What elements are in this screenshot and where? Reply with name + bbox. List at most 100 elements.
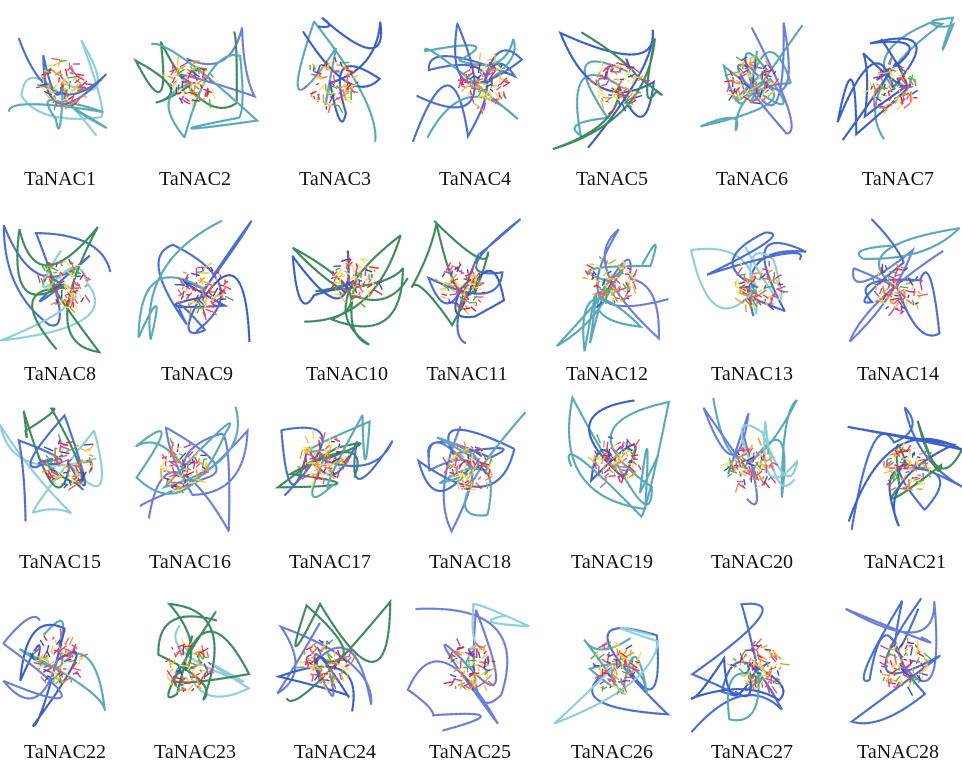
core-segment [626,453,627,457]
core-segment [478,299,481,302]
core-segment [453,656,456,657]
core-segment [479,662,484,663]
core-segment [500,74,501,82]
core-segment [904,103,910,108]
core-segment [314,96,315,99]
core-segment [226,287,231,290]
panel-label: TaNAC14 [857,363,939,385]
structure [1,225,110,352]
backbone-loop [136,408,238,494]
core-segment [908,687,913,696]
core-segment [56,680,59,684]
core-segment [605,473,609,477]
panel-label: TaNAC2 [159,168,231,190]
core-segment [631,93,633,96]
core-segment [49,268,50,273]
core-segment [56,640,57,644]
core-segment [478,649,482,651]
core-segment [736,484,739,493]
core-segment [496,69,504,70]
core-segment [915,303,919,305]
core-segment [612,661,619,662]
core-segment [881,666,886,667]
core-segment [191,273,199,275]
core-segment [905,645,907,649]
structure [553,30,662,149]
structure [136,28,257,138]
core-segment [600,665,601,675]
core-segment [60,629,61,638]
core-segment [897,106,901,109]
core-segment [863,90,870,92]
core-segment [490,89,493,91]
core-segment [884,461,885,466]
core-segment [328,62,329,68]
core-segment [456,475,460,476]
core-segment [61,446,69,449]
core-segment [896,269,903,270]
core-segment [769,270,772,272]
core-segment [880,656,886,658]
core-segment [69,637,73,645]
core-segment [768,280,772,282]
core-segment [898,667,900,669]
core-segment [587,265,594,269]
core-segment [216,80,219,81]
core-segment [487,483,488,489]
core-segment [480,53,481,60]
core-segment [183,272,186,273]
structure [701,23,802,134]
core-segment [758,438,761,446]
core-segment [760,270,764,272]
core-segment [184,445,191,448]
core-segment [496,87,500,90]
panel-label: TaNAC27 [711,741,793,763]
core-segment [747,462,751,463]
core-segment [323,459,329,460]
core-segment [196,469,197,478]
core-segment [72,668,81,671]
core-segment [618,666,621,668]
core-segment [619,95,629,96]
core-segment [753,673,756,674]
core-segment [73,273,81,274]
core-segment [353,275,362,276]
core-segment [737,452,739,456]
core-segment [74,281,76,285]
core-segment [334,282,340,283]
core-segment [356,265,358,275]
core-segment [878,272,879,276]
core-segment [743,661,745,665]
core-segment [468,269,469,273]
core-segment [310,91,316,94]
core-segment [190,677,198,678]
structure [848,408,962,530]
core-segment [71,69,78,76]
core-segment [81,448,87,451]
core-segment [592,277,595,280]
core-segment [629,277,630,285]
core-segment [63,101,68,102]
core-segment [203,459,207,460]
structure [419,412,526,531]
core-segment [889,682,896,684]
core-segment [917,457,920,458]
core-segment [179,454,183,456]
core-segment [311,647,317,654]
core-segment [198,299,199,303]
core-segment [374,290,382,295]
structure [139,221,252,341]
core-segment [53,637,55,640]
core-segment [68,67,71,71]
core-segment [89,455,93,457]
core-segment [920,282,922,290]
core-segment [760,675,767,676]
core-segment [220,285,224,286]
panel-label: TaNAC22 [24,741,106,763]
core-segment [616,660,617,669]
core-segment [609,260,616,264]
core-segment [467,86,475,87]
core-segment [458,305,459,308]
core-segment [750,58,751,68]
core-segment [76,646,77,649]
